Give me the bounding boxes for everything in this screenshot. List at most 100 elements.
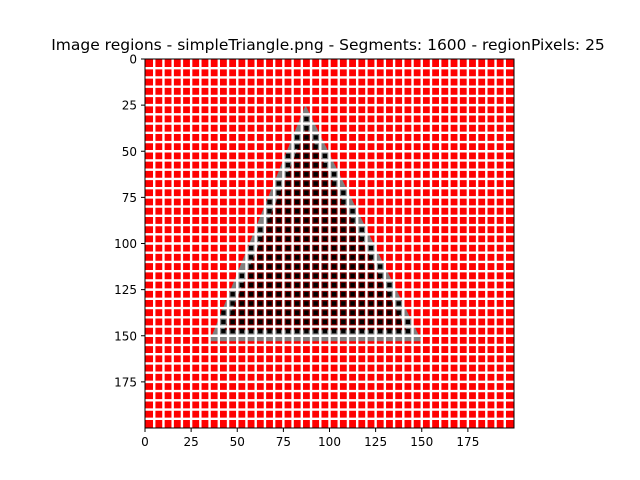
region-center-mark [285, 255, 291, 260]
region-center-mark [304, 273, 309, 278]
region-center-mark [285, 181, 291, 186]
region-center-mark [239, 328, 245, 334]
region-center-mark [295, 301, 300, 306]
region-center-mark [331, 273, 337, 278]
x-tick-label: 175 [456, 435, 479, 449]
region-center-mark [341, 292, 346, 297]
region-center-mark [322, 255, 328, 260]
region-center-mark [378, 273, 383, 278]
region-center-mark [359, 245, 364, 251]
region-center-mark [396, 328, 401, 334]
region-center-mark [295, 227, 300, 232]
region-center-mark [295, 310, 300, 315]
region-center-mark [295, 273, 300, 278]
region-center-mark [350, 292, 355, 297]
region-center-mark [295, 282, 300, 288]
region-center-mark [341, 255, 346, 260]
region-center-mark [276, 218, 281, 223]
region-center-mark [258, 273, 263, 278]
region-center-mark [359, 273, 364, 278]
region-center-mark [258, 245, 263, 251]
region-center-mark [258, 255, 263, 260]
region-center-mark [387, 301, 392, 306]
y-tick-label: 150 [114, 329, 137, 343]
region-center-mark [267, 218, 272, 223]
region-center-mark [304, 292, 309, 297]
region-center-mark [331, 319, 337, 325]
region-center-mark [230, 319, 235, 325]
region-center-mark [230, 301, 235, 306]
region-center-mark [322, 292, 328, 297]
region-center-mark [285, 199, 291, 205]
region-center-mark [313, 172, 318, 177]
region-center-mark [285, 227, 291, 232]
region-center-mark [341, 199, 346, 205]
region-center-mark [276, 181, 281, 186]
region-center-mark [313, 282, 318, 288]
region-center-mark [313, 135, 318, 140]
region-center-mark [267, 292, 272, 297]
region-center-mark [258, 319, 263, 325]
region-center-mark [350, 209, 355, 214]
region-center-mark [239, 319, 245, 325]
region-center-mark [304, 255, 309, 260]
region-center-mark [304, 218, 309, 223]
region-center-mark [313, 245, 318, 251]
region-center-mark [331, 245, 337, 251]
region-center-mark [295, 209, 300, 214]
region-center-mark [387, 282, 392, 288]
region-center-mark [331, 301, 337, 306]
region-center-mark [313, 181, 318, 186]
x-tick-label: 150 [410, 435, 433, 449]
region-center-mark [221, 319, 226, 325]
region-center-mark [341, 209, 346, 214]
region-center-mark [258, 301, 263, 306]
region-center-mark [295, 153, 300, 159]
region-center-mark [304, 172, 309, 177]
region-center-mark [221, 328, 226, 334]
region-center-mark [304, 310, 309, 315]
region-center-mark [267, 310, 272, 315]
region-center-mark [276, 264, 281, 269]
region-center-mark [322, 190, 328, 195]
region-center-mark [267, 282, 272, 288]
region-center-mark [285, 328, 291, 334]
region-center-mark [350, 282, 355, 288]
x-tick-label: 25 [183, 435, 198, 449]
region-center-mark [350, 255, 355, 260]
region-center-mark [285, 264, 291, 269]
region-center-mark [350, 328, 355, 334]
region-center-mark [313, 255, 318, 260]
region-center-mark [267, 264, 272, 269]
region-center-mark [331, 282, 337, 288]
region-center-mark [239, 273, 245, 278]
region-center-mark [258, 236, 263, 242]
region-center-mark [248, 245, 254, 251]
region-center-mark [322, 245, 328, 251]
y-tick-label: 25 [122, 99, 137, 113]
region-center-mark [341, 264, 346, 269]
region-center-mark [368, 255, 374, 260]
region-center-mark [331, 292, 337, 297]
region-center-mark [313, 227, 318, 232]
region-center-mark [359, 264, 364, 269]
x-tick-label: 100 [318, 435, 341, 449]
region-center-mark [331, 328, 337, 334]
y-tick-label: 125 [114, 283, 137, 297]
region-center-mark [248, 273, 254, 278]
region-center-mark [295, 181, 300, 186]
region-center-mark [350, 245, 355, 251]
region-center-mark [313, 292, 318, 297]
region-center-mark [331, 264, 337, 269]
region-center-mark [322, 199, 328, 205]
region-center-mark [322, 172, 328, 177]
region-center-mark [350, 236, 355, 242]
region-center-mark [230, 310, 235, 315]
region-center-mark [331, 236, 337, 242]
region-center-mark [331, 172, 337, 177]
region-center-mark [276, 209, 281, 214]
region-center-mark [295, 162, 300, 168]
region-center-mark [368, 245, 374, 251]
region-center-mark [350, 301, 355, 306]
